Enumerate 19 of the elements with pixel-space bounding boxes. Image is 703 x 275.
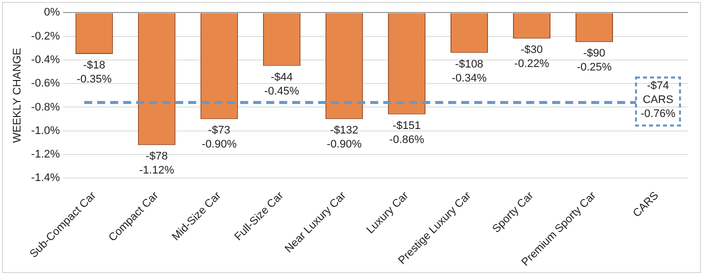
data-label: -$44 -0.45% — [264, 71, 300, 98]
y-tick-label: -1.4% — [31, 172, 60, 184]
y-axis-title: WEEKLY CHANGE — [12, 48, 24, 143]
data-label: -$18 -0.35% — [76, 60, 112, 86]
y-tick-label: -0.6% — [31, 78, 60, 90]
ref-line-label: -$74 CARS -0.76% — [640, 80, 676, 120]
data-label: -$90 -0.25% — [576, 48, 612, 74]
data-label: -$73 -0.90% — [202, 124, 237, 151]
data-label: -$78 -1.12% — [139, 150, 174, 177]
y-tick-label: -0.2% — [31, 30, 60, 42]
y-tick-label: -1.0% — [31, 124, 60, 137]
data-label: -$30 -0.22% — [514, 44, 550, 70]
data-label: -$151 -0.86% — [389, 120, 424, 146]
y-tick-label: 0% — [44, 6, 60, 19]
y-tick-label: -0.4% — [31, 54, 60, 66]
data-label: -$132 -0.90% — [326, 124, 362, 151]
data-label: -$108 -0.34% — [452, 58, 487, 84]
y-tick-label: -0.8% — [31, 101, 60, 114]
y-tick-label: -1.2% — [31, 148, 60, 161]
